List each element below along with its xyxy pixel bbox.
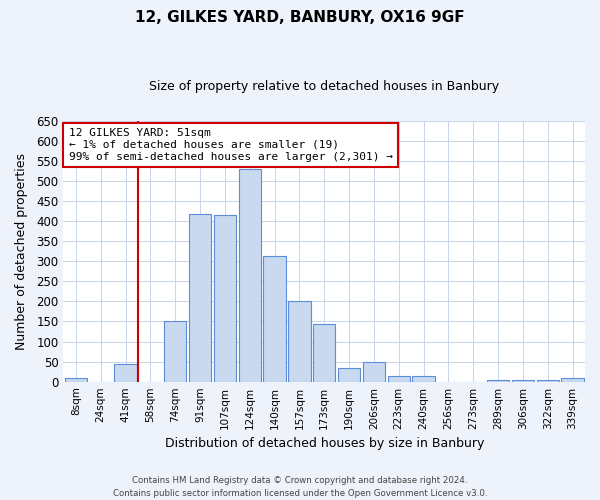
Text: Contains HM Land Registry data © Crown copyright and database right 2024.
Contai: Contains HM Land Registry data © Crown c… <box>113 476 487 498</box>
Bar <box>412 376 435 382</box>
Title: Size of property relative to detached houses in Banbury: Size of property relative to detached ho… <box>149 80 499 93</box>
X-axis label: Distribution of detached houses by size in Banbury: Distribution of detached houses by size … <box>164 437 484 450</box>
Bar <box>189 214 211 382</box>
Y-axis label: Number of detached properties: Number of detached properties <box>15 152 28 350</box>
Text: 12 GILKES YARD: 51sqm
← 1% of detached houses are smaller (19)
99% of semi-detac: 12 GILKES YARD: 51sqm ← 1% of detached h… <box>68 128 392 162</box>
Bar <box>536 380 559 382</box>
Bar <box>313 324 335 382</box>
Bar <box>562 378 584 382</box>
Bar <box>388 376 410 382</box>
Bar <box>487 380 509 382</box>
Bar <box>214 215 236 382</box>
Text: 12, GILKES YARD, BANBURY, OX16 9GF: 12, GILKES YARD, BANBURY, OX16 9GF <box>135 10 465 25</box>
Bar <box>363 362 385 382</box>
Bar <box>164 322 187 382</box>
Bar <box>263 256 286 382</box>
Bar <box>65 378 87 382</box>
Bar <box>338 368 360 382</box>
Bar <box>115 364 137 382</box>
Bar <box>239 169 261 382</box>
Bar <box>288 300 311 382</box>
Bar <box>512 380 534 382</box>
